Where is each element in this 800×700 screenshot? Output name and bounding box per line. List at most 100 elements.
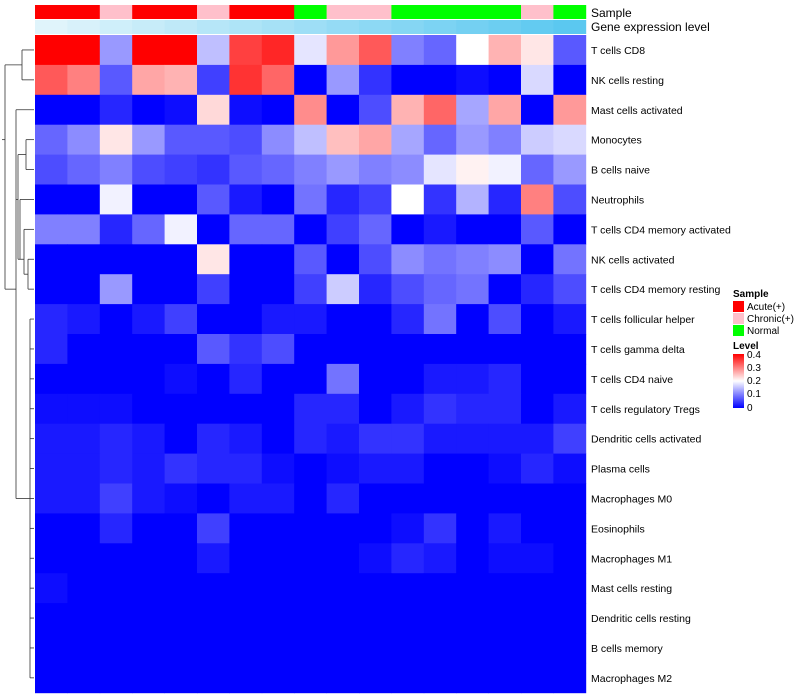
heatmap-cell bbox=[261, 363, 295, 395]
heatmap-cell bbox=[261, 633, 295, 664]
heatmap-cell bbox=[359, 184, 392, 215]
heatmap-cell bbox=[326, 94, 360, 126]
heatmap-cell bbox=[67, 94, 101, 126]
sample-annotation-cell bbox=[391, 5, 425, 19]
sample-annotation-cell bbox=[553, 5, 587, 19]
heatmap-cell bbox=[326, 363, 360, 395]
sample-annotation-cell bbox=[294, 5, 327, 19]
row-label: T cells CD4 memory resting bbox=[591, 284, 720, 296]
gene-expression-annotation-cell bbox=[553, 20, 587, 34]
legend-label-normal: Normal bbox=[747, 326, 779, 337]
heatmap-cell bbox=[67, 543, 101, 574]
heatmap-cell bbox=[456, 513, 489, 544]
heatmap-cell bbox=[35, 274, 68, 305]
heatmap-cell bbox=[553, 244, 587, 275]
heatmap-cell bbox=[391, 244, 425, 275]
heatmap-cell bbox=[326, 543, 360, 574]
heatmap-cell bbox=[423, 35, 457, 66]
heatmap-cell bbox=[67, 184, 101, 215]
row-label: NK cells activated bbox=[591, 254, 675, 266]
heatmap-cell bbox=[391, 483, 425, 514]
heatmap-cell bbox=[456, 154, 489, 185]
row-label: T cells follicular helper bbox=[591, 314, 695, 326]
heatmap-cell bbox=[132, 274, 165, 305]
legend-swatch-acute bbox=[733, 301, 744, 312]
heatmap-cell bbox=[197, 154, 230, 185]
heatmap-cell bbox=[391, 274, 425, 305]
heatmap-cell bbox=[67, 274, 101, 305]
heatmap-cell bbox=[423, 124, 457, 155]
heatmap-cell bbox=[521, 94, 554, 126]
heatmap-cell bbox=[67, 573, 101, 604]
sample-annotation-cell bbox=[456, 5, 489, 19]
heatmap-cell bbox=[423, 483, 457, 514]
heatmap-cell bbox=[132, 124, 165, 155]
heatmap-cell bbox=[294, 94, 327, 126]
heatmap-cell bbox=[294, 633, 327, 664]
heatmap-cell bbox=[391, 453, 425, 484]
heatmap-cell bbox=[261, 35, 295, 66]
heatmap-cell bbox=[197, 35, 230, 66]
heatmap-cell bbox=[391, 304, 425, 335]
heatmap-cell bbox=[326, 214, 360, 245]
legend-level-tick: 0.4 bbox=[747, 350, 761, 361]
heatmap-cell bbox=[261, 603, 295, 634]
legend-label-acute: Acute(+) bbox=[747, 302, 785, 313]
heatmap-cell bbox=[521, 423, 554, 454]
heatmap-cell bbox=[197, 304, 230, 335]
heatmap-cell bbox=[456, 35, 489, 66]
heatmap-cell bbox=[553, 573, 587, 604]
heatmap-cell bbox=[164, 662, 198, 694]
heatmap-cell bbox=[132, 423, 165, 454]
gene-expression-annotation-cell bbox=[261, 20, 295, 34]
heatmap-cell bbox=[132, 35, 165, 66]
heatmap-cell bbox=[35, 214, 68, 245]
heatmap-cell bbox=[521, 363, 554, 395]
heatmap-cell bbox=[553, 453, 587, 484]
heatmap-cell bbox=[229, 334, 263, 365]
heatmap-cell bbox=[35, 124, 68, 155]
heatmap-cell bbox=[67, 124, 101, 155]
heatmap-cell bbox=[359, 543, 392, 574]
heatmap-cell bbox=[294, 393, 327, 425]
row-dendrogram bbox=[2, 49, 34, 679]
heatmap-cell bbox=[294, 483, 327, 514]
heatmap-cell bbox=[164, 513, 198, 544]
heatmap-cell bbox=[488, 304, 522, 335]
heatmap-cell bbox=[132, 334, 165, 365]
heatmap-cell bbox=[456, 304, 489, 335]
heatmap-cell bbox=[164, 334, 198, 365]
sample-annotation-cell bbox=[326, 5, 360, 19]
heatmap-cell bbox=[261, 573, 295, 604]
heatmap-cell bbox=[132, 453, 165, 484]
heatmap-cell bbox=[35, 513, 68, 544]
heatmap-cell bbox=[35, 423, 68, 454]
heatmap-cell bbox=[229, 513, 263, 544]
heatmap-cell bbox=[488, 94, 522, 126]
heatmap-cell bbox=[164, 393, 198, 425]
sample-annotation-cell bbox=[164, 5, 198, 19]
heatmap-cell bbox=[391, 662, 425, 694]
heatmap-cell bbox=[229, 633, 263, 664]
heatmap-cell bbox=[521, 483, 554, 514]
heatmap-cell bbox=[326, 124, 360, 155]
heatmap-cell bbox=[99, 453, 133, 484]
heatmap-cell bbox=[521, 244, 554, 275]
heatmap-cell bbox=[326, 154, 360, 185]
heatmap-cell bbox=[423, 603, 457, 634]
heatmap-cell bbox=[164, 304, 198, 335]
heatmap-cell bbox=[391, 603, 425, 634]
heatmap-cell bbox=[326, 573, 360, 604]
heatmap-cell bbox=[229, 483, 263, 514]
legend-swatch-normal bbox=[733, 325, 744, 336]
heatmap-cell bbox=[164, 274, 198, 305]
heatmap-cell bbox=[391, 124, 425, 155]
heatmap-cell bbox=[359, 304, 392, 335]
heatmap-cell bbox=[488, 633, 522, 664]
heatmap-cell bbox=[229, 274, 263, 305]
heatmap-cell bbox=[67, 334, 101, 365]
heatmap-cell bbox=[261, 64, 295, 96]
heatmap-cell bbox=[132, 154, 165, 185]
legend-level-title: Level bbox=[733, 341, 759, 352]
heatmap-cell bbox=[521, 214, 554, 245]
